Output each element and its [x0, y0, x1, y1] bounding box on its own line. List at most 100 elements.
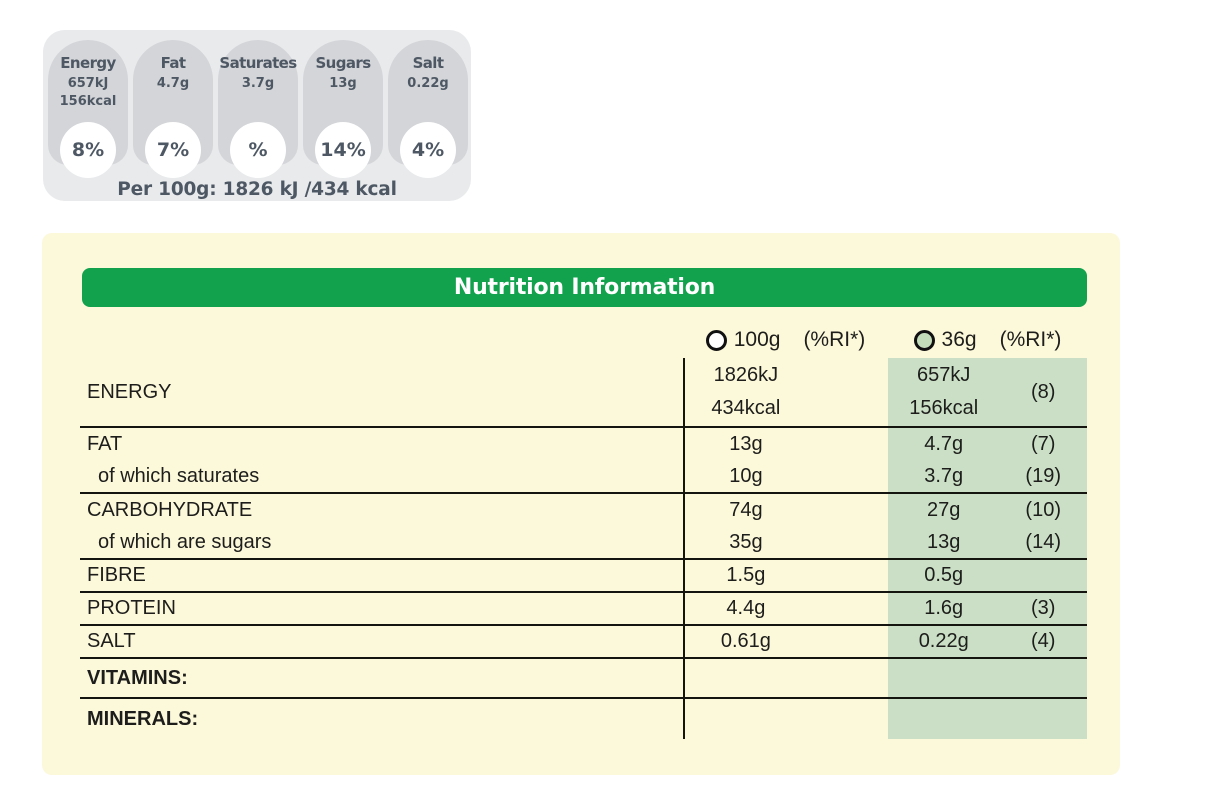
per-100g-footnote: Per 100g: 1826 kJ /434 kcal	[117, 179, 397, 200]
row-label: of which are sugars	[98, 531, 272, 553]
value-36g: 657kJ 156kcal	[909, 364, 979, 419]
row-label: MINERALS:	[87, 707, 199, 730]
badge-amounts: 13g	[329, 76, 357, 91]
ri-36g-value: (8)	[1030, 380, 1056, 403]
value-36g-cell	[888, 699, 1087, 739]
row-label: FAT	[87, 433, 123, 455]
ri-36g-value: (7)	[1030, 433, 1056, 455]
value-100g: 1826kJ 434kcal	[711, 364, 781, 419]
badge-nutrient-name: Saturates	[219, 54, 297, 72]
badge-percent-circle: 8%	[60, 122, 116, 178]
column-36g-header: 36g (%RI*)	[888, 322, 1087, 358]
row-label: SALT	[87, 630, 136, 652]
value-100g-cell: 10g	[683, 461, 888, 492]
traffic-light-badges: Energy 657kJ 156kcal 8% Fat 4.7g 7% Satur…	[43, 30, 471, 178]
column-36g-label: 36g	[941, 328, 977, 351]
nutrition-rows: ENERGY 1826kJ 434kcal 657kJ 156kcal (8) FA…	[80, 358, 1087, 739]
value-36g-cell: 3.7g (19)	[888, 461, 1087, 492]
value-100g-cell: 1826kJ 434kcal	[683, 358, 888, 426]
row-label: PROTEIN	[87, 597, 176, 619]
column-header-row: 100g (%RI*) 36g (%RI*)	[80, 322, 1087, 358]
value-36g: 3.7g	[924, 465, 964, 487]
nutrition-title-bar: Nutrition Information	[82, 268, 1087, 307]
value-100g-cell: 1.5g	[683, 560, 888, 591]
value-36g: 1.6g	[924, 597, 964, 619]
traffic-light-panel: Energy 657kJ 156kcal 8% Fat 4.7g 7% Satur…	[43, 30, 471, 201]
badge-nutrient-name: Fat	[160, 54, 186, 72]
value-100g-cell	[683, 699, 888, 739]
value-100g-cell: 0.61g	[683, 626, 888, 657]
value-100g: 4.4g	[726, 597, 766, 619]
ri-36g-value: (10)	[1025, 499, 1061, 521]
nutrient-badge: Fat 4.7g 7%	[133, 40, 213, 178]
badge-nutrient-name: Sugars	[315, 54, 371, 72]
column-36g-ri-label: (%RI*)	[999, 328, 1062, 351]
badge-amounts: 3.7g	[241, 76, 275, 91]
value-100g-cell: 35g	[683, 527, 888, 558]
badge-percent-circle: 7%	[145, 122, 201, 178]
value-36g-cell: 13g (14)	[888, 527, 1087, 558]
column-100g-header: 100g (%RI*)	[683, 322, 888, 358]
table-row: CARBOHYDRATE 74g 27g (10)	[80, 494, 1087, 527]
badge-amounts: 4.7g	[156, 76, 190, 91]
value-100g: 74g	[729, 499, 763, 521]
value-100g: 13g	[729, 433, 763, 455]
nutrient-badge: Salt 0.22g 4%	[388, 40, 468, 178]
ri-36g-value: (3)	[1030, 597, 1056, 619]
value-100g-cell: 13g	[683, 428, 888, 461]
table-row: of which saturates 10g 3.7g (19)	[80, 461, 1087, 494]
row-label: of which saturates	[98, 465, 260, 487]
badge-nutrient-name: Energy	[60, 54, 116, 72]
table-row: PROTEIN 4.4g 1.6g (3)	[80, 593, 1087, 626]
value-36g: 4.7g	[924, 433, 964, 455]
table-row: MINERALS:	[80, 699, 1087, 739]
badge-amounts: 0.22g	[407, 76, 449, 91]
value-100g-cell	[683, 659, 888, 697]
ri-36g-value: (4)	[1030, 630, 1056, 652]
value-36g-cell: 27g (10)	[888, 494, 1087, 527]
badge-nutrient-name: Salt	[412, 54, 444, 72]
column-100g-ri-label: (%RI*)	[803, 328, 866, 351]
table-row: VITAMINS:	[80, 659, 1087, 699]
table-row: of which are sugars 35g 13g (14)	[80, 527, 1087, 560]
serving-circle-100g-icon	[705, 329, 727, 351]
nutrition-panel: Nutrition Information 100g (%RI*) 36g (%…	[42, 233, 1120, 775]
badge-amounts: 657kJ 156kcal	[59, 76, 117, 109]
nutrient-badge: Sugars 13g 14%	[303, 40, 383, 178]
value-36g-cell: 0.5g	[888, 560, 1087, 591]
value-36g-cell: 4.7g (7)	[888, 428, 1087, 461]
serving-circle-36g-icon	[913, 329, 935, 351]
row-label: ENERGY	[87, 380, 172, 403]
badge-percent-circle: %	[230, 122, 286, 178]
value-100g: 1.5g	[726, 564, 766, 586]
value-36g: 13g	[927, 531, 961, 553]
badge-percent-circle: 14%	[315, 122, 371, 178]
nutrient-badge: Saturates 3.7g %	[218, 40, 298, 178]
table-row: FIBRE 1.5g 0.5g	[80, 560, 1087, 593]
row-label: CARBOHYDRATE	[87, 499, 253, 521]
row-label: VITAMINS:	[87, 666, 188, 689]
column-100g-label: 100g	[733, 328, 781, 351]
value-100g: 35g	[729, 531, 763, 553]
table-row: FAT 13g 4.7g (7)	[80, 428, 1087, 461]
nutrition-title: Nutrition Information	[453, 275, 716, 300]
value-36g: 0.22g	[918, 630, 969, 652]
ri-36g-value: (14)	[1025, 531, 1061, 553]
value-36g: 27g	[927, 499, 961, 521]
nutrient-badge: Energy 657kJ 156kcal 8%	[48, 40, 128, 178]
value-36g-cell: 657kJ 156kcal (8)	[888, 358, 1087, 426]
value-100g-cell: 74g	[683, 494, 888, 527]
value-36g-cell	[888, 659, 1087, 697]
table-row: SALT 0.61g 0.22g (4)	[80, 626, 1087, 659]
row-label: FIBRE	[87, 564, 146, 586]
column-header-spacer	[80, 322, 683, 358]
value-100g-cell: 4.4g	[683, 593, 888, 624]
value-36g-cell: 0.22g (4)	[888, 626, 1087, 657]
value-36g-cell: 1.6g (3)	[888, 593, 1087, 624]
badge-percent-circle: 4%	[400, 122, 456, 178]
ri-36g-value: (19)	[1025, 465, 1061, 487]
table-row: ENERGY 1826kJ 434kcal 657kJ 156kcal (8)	[80, 358, 1087, 428]
value-100g: 0.61g	[720, 630, 771, 652]
value-100g: 10g	[729, 465, 763, 487]
